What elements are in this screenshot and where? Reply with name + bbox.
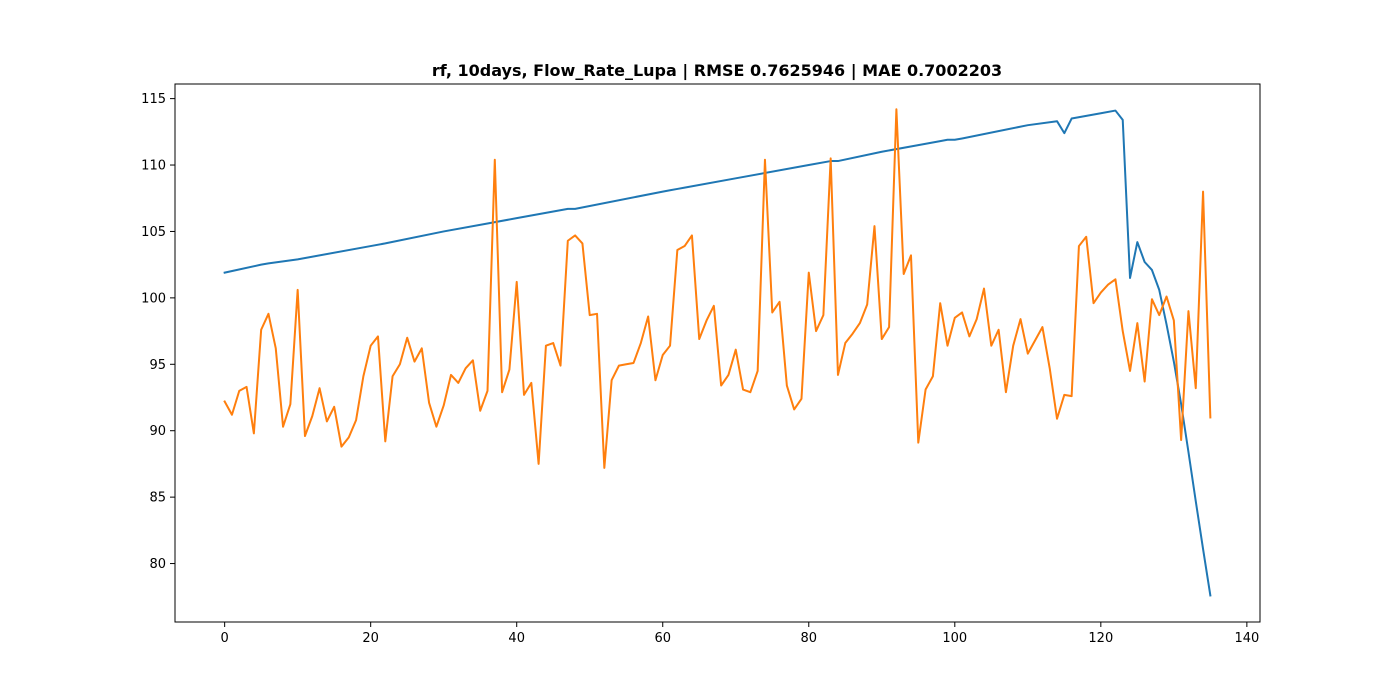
y-tick-label: 100 <box>141 291 166 306</box>
y-tick-label: 105 <box>141 225 166 240</box>
x-tick-label: 40 <box>508 631 525 646</box>
y-tick-label: 95 <box>149 358 166 373</box>
x-tick-label: 80 <box>800 631 817 646</box>
y-tick-label: 115 <box>141 92 166 107</box>
x-axis: 0 20 40 60 80 100 120 140 <box>221 622 1259 646</box>
y-axis: 80 85 90 95 100 105 110 115 <box>141 92 175 572</box>
y-tick-label: 110 <box>141 159 166 174</box>
y-tick-label: 90 <box>149 424 166 439</box>
x-tick-label: 0 <box>221 631 229 646</box>
x-tick-label: 120 <box>1088 631 1113 646</box>
axes-frame <box>174 83 1261 623</box>
x-tick-label: 20 <box>362 631 379 646</box>
x-tick-label: 100 <box>942 631 967 646</box>
x-tick-label: 60 <box>654 631 671 646</box>
chart-title: rf, 10days, Flow_Rate_Lupa | RMSE 0.7625… <box>432 61 1002 81</box>
x-tick-label: 140 <box>1234 631 1259 646</box>
y-tick-label: 85 <box>149 491 166 506</box>
series-line-2 <box>223 108 1212 469</box>
y-tick-label: 80 <box>149 557 166 572</box>
plot-area <box>223 108 1212 597</box>
